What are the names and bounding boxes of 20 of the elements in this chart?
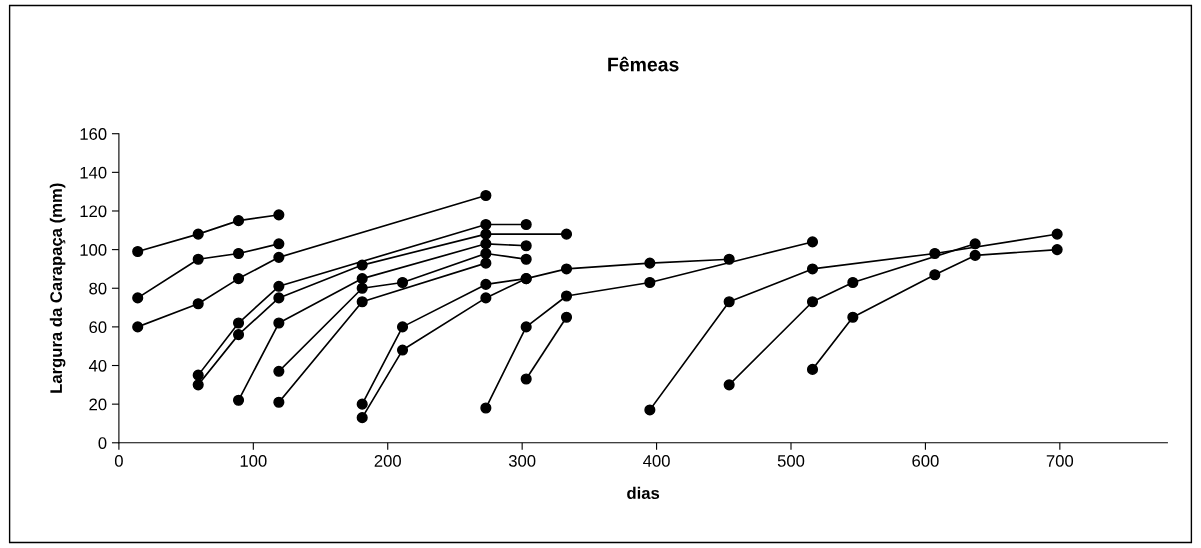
x-tick-label: 200 xyxy=(374,455,401,467)
x-tick-label: 100 xyxy=(240,455,267,467)
x-tick-label: 400 xyxy=(643,455,670,467)
x-tick-label: 600 xyxy=(912,455,939,467)
y-tick-label: 140 xyxy=(80,166,107,179)
y-tick-label: 100 xyxy=(80,244,107,256)
y-tick-label: 160 xyxy=(80,128,107,140)
x-tick-label: 300 xyxy=(508,455,536,467)
x-tick-label: 700 xyxy=(1046,455,1074,467)
y-tick-label: 60 xyxy=(89,321,107,334)
x-tick-label: 500 xyxy=(777,455,805,467)
x-axis-title: dias xyxy=(627,486,660,500)
y-axis-title: Largura da Carapaça (mm) xyxy=(49,183,66,393)
y-tick-label: 40 xyxy=(88,359,107,372)
x-tick-label: 0 xyxy=(114,455,123,467)
y-tick-label: 120 xyxy=(80,205,107,218)
y-tick-label: 20 xyxy=(89,398,107,411)
chart-title: Fêmeas xyxy=(608,56,679,72)
y-tick-label: 80 xyxy=(89,282,107,295)
y-tick-label: 0 xyxy=(98,437,107,449)
